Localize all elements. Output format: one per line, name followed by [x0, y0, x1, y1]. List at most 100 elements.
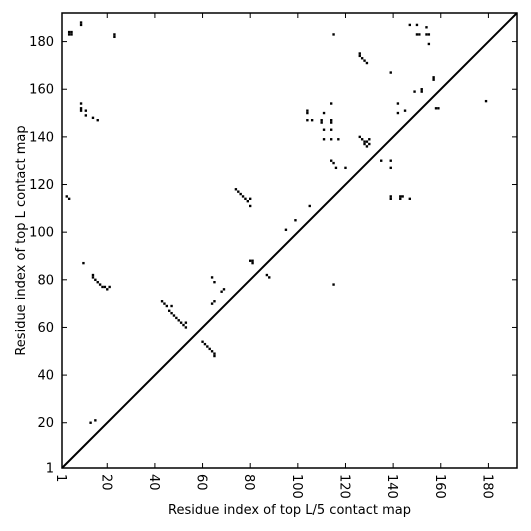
- contact-cell: [337, 138, 340, 141]
- contact-cell: [101, 285, 104, 289]
- contact-cell: [106, 288, 109, 291]
- contact-cell: [70, 30, 73, 34]
- contact-cell: [184, 326, 188, 329]
- contact-cell: [244, 197, 247, 200]
- contact-cell: [79, 102, 83, 105]
- contact-cell: [322, 111, 326, 115]
- contact-cell: [363, 59, 366, 62]
- contact-cell: [365, 140, 369, 143]
- contact-cell: [401, 195, 404, 198]
- contact-cell: [363, 140, 366, 143]
- contact-cell: [294, 219, 297, 222]
- contact-cell: [94, 419, 97, 422]
- contact-cell: [265, 273, 269, 277]
- contact-cell: [380, 159, 383, 162]
- contact-cell: [168, 309, 171, 312]
- contact-cell: [332, 283, 335, 286]
- contact-cell: [332, 33, 335, 36]
- contact-cell: [360, 138, 364, 141]
- contact-cell: [222, 288, 226, 291]
- contact-cell: [306, 109, 309, 112]
- contact-cell: [306, 111, 309, 115]
- contact-cell: [249, 204, 252, 208]
- x-tick-label: 1: [53, 474, 68, 482]
- contact-cell: [170, 311, 173, 315]
- contact-cell: [251, 261, 254, 265]
- contact-cell: [432, 76, 435, 79]
- contact-cell: [425, 26, 428, 29]
- y-tick-label: 100: [29, 226, 54, 241]
- contact-cell: [234, 188, 238, 191]
- contact-cell: [418, 33, 421, 36]
- contact-cell: [389, 159, 392, 162]
- y-tick-label: 60: [37, 321, 54, 336]
- contact-cell: [330, 119, 333, 122]
- contact-cell: [79, 21, 83, 24]
- contact-cell: [360, 57, 364, 60]
- contact-cell: [484, 99, 488, 103]
- contact-cell: [434, 107, 438, 110]
- contact-cell: [389, 197, 392, 200]
- contact-cell: [284, 228, 288, 231]
- contact-cell: [89, 421, 92, 424]
- contact-cell: [67, 30, 71, 34]
- contact-cell: [320, 119, 323, 122]
- x-tick-label: 60: [194, 474, 209, 491]
- contact-cell: [179, 321, 183, 324]
- contact-cell: [67, 33, 71, 36]
- contact-cell: [330, 159, 333, 162]
- contact-cell: [91, 273, 95, 277]
- contact-cell: [344, 166, 347, 170]
- contact-cell: [160, 300, 164, 303]
- contact-cell: [96, 281, 99, 284]
- y-tick-label: 140: [29, 130, 54, 145]
- contact-cell: [334, 166, 338, 170]
- contact-cell: [403, 109, 407, 112]
- contact-cell: [415, 33, 419, 36]
- y-tick-label: 80: [37, 273, 54, 288]
- contact-cell: [420, 90, 423, 93]
- contact-cell: [79, 23, 83, 27]
- contact-cell: [420, 88, 423, 91]
- contact-cell: [330, 128, 333, 131]
- contact-cell: [163, 302, 166, 305]
- y-axis-label: Residue index of top L contact map: [14, 125, 29, 355]
- contact-cell: [113, 35, 116, 39]
- contact-cell: [322, 128, 326, 131]
- contact-cell: [96, 119, 99, 122]
- x-tick-label: 80: [241, 474, 256, 491]
- contact-cell: [322, 138, 326, 141]
- contact-cell: [365, 61, 369, 65]
- contact-cell: [172, 314, 176, 317]
- diagonal-line: [61, 12, 518, 469]
- x-tick-label: 140: [384, 474, 399, 499]
- contact-cell: [82, 261, 85, 265]
- contact-cell: [389, 195, 392, 198]
- contact-cell: [213, 352, 216, 355]
- y-tick-label: 1: [46, 462, 54, 477]
- contact-cell: [210, 302, 214, 305]
- contact-cell: [425, 33, 428, 36]
- contact-cell: [308, 204, 311, 208]
- contact-cell: [184, 321, 188, 324]
- contact-cell: [213, 354, 216, 358]
- x-tick-label: 20: [98, 474, 113, 491]
- contact-cell: [320, 121, 323, 124]
- contact-cell: [249, 197, 252, 200]
- contact-cell: [432, 78, 435, 81]
- contact-cell: [358, 135, 361, 139]
- contact-cell: [408, 197, 411, 200]
- contact-cell: [415, 23, 419, 27]
- contact-cell: [220, 290, 223, 293]
- contact-cell: [306, 119, 309, 122]
- contact-cell: [396, 111, 400, 115]
- y-tick-label: 20: [37, 416, 54, 431]
- contact-cell: [239, 192, 242, 196]
- contact-cell: [206, 345, 209, 348]
- contact-cell: [330, 138, 333, 141]
- contact-cell: [399, 197, 402, 200]
- contact-cell: [437, 107, 440, 110]
- y-tick-label: 180: [29, 35, 54, 50]
- contact-cell: [65, 195, 68, 198]
- contact-cell: [91, 116, 95, 120]
